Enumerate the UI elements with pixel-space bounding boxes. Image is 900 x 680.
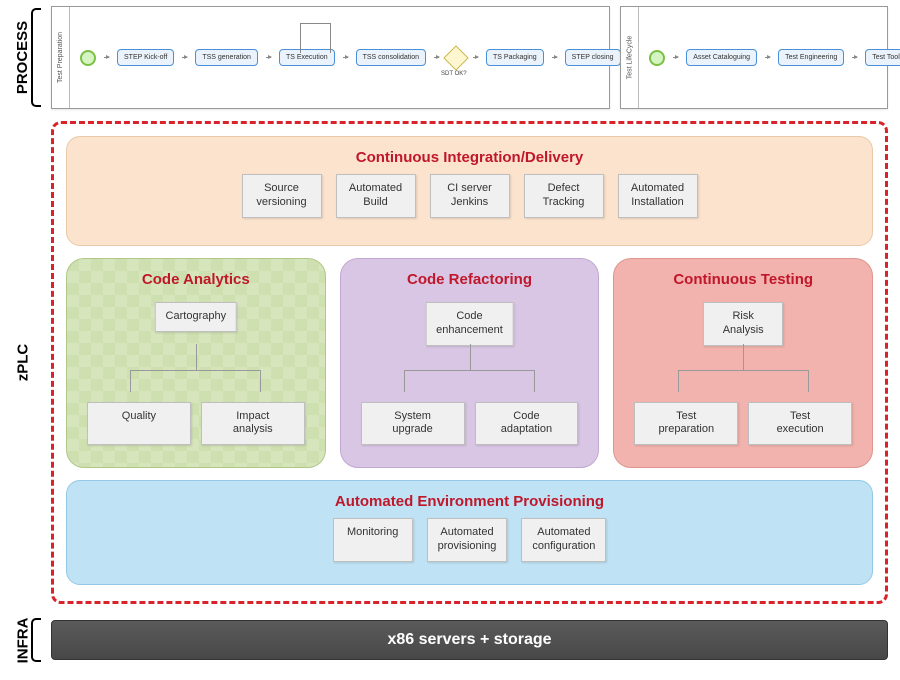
env-box-row: Monitoring Automatedprovisioning Automat…: [79, 518, 860, 562]
zplc-label: zPLC: [0, 115, 45, 610]
lane-label-text: Test LifeCycle: [626, 36, 633, 80]
ci-box: CI serverJenkins: [430, 174, 510, 218]
bracket-icon: [31, 8, 41, 107]
ci-panel: Continuous Integration/Delivery Sourceve…: [66, 136, 873, 246]
bpmn-task: Test Engineering: [778, 49, 844, 67]
lane-body: STEP Kick-off TSS generation TS Executio…: [70, 7, 609, 108]
process-label: PROCESS: [0, 0, 45, 115]
connector-icon: [808, 370, 809, 392]
bpmn-task: Asset Cataloguing: [686, 49, 757, 67]
zplc-content: Continuous Integration/Delivery Sourceve…: [45, 115, 900, 610]
ci-box-row: Sourceversioning AutomatedBuild CI serve…: [79, 174, 860, 218]
analytics-child-box: Quality: [87, 402, 191, 446]
analytics-children: Quality Impactanalysis: [79, 402, 313, 446]
connector-icon: [404, 370, 535, 371]
refactor-child-box: Codeadaptation: [475, 402, 579, 446]
testing-top-box: RiskAnalysis: [703, 302, 783, 346]
bpmn-diagram-side: Test LifeCycle Asset Cataloguing Test En…: [620, 6, 888, 109]
bpmn-task: TS Packaging: [486, 49, 544, 67]
refactor-panel: Code Refactoring Codeenhancement Systemu…: [340, 258, 600, 468]
process-content: Test Preparation STEP Kick-off TSS gener…: [45, 0, 900, 115]
bpmn-diagram-main: Test Preparation STEP Kick-off TSS gener…: [51, 6, 610, 109]
lane-label: Test Preparation: [52, 7, 70, 108]
bpmn-task: STEP Kick-off: [117, 49, 174, 67]
testing-child-box: Testexecution: [748, 402, 852, 446]
ci-box: Sourceversioning: [242, 174, 322, 218]
refactor-child-box: Systemupgrade: [361, 402, 465, 446]
connector-icon: [534, 370, 535, 392]
testing-panel: Continuous Testing RiskAnalysis Testprep…: [613, 258, 873, 468]
start-event-icon: [649, 50, 665, 66]
arrow-icon: [343, 57, 348, 58]
refactor-title: Code Refactoring: [353, 271, 587, 288]
bracket-icon: [31, 618, 41, 662]
process-row: PROCESS Test Preparation STEP Kick-off T…: [0, 0, 900, 115]
analytics-panel: Code Analytics Cartography Quality Impac…: [66, 258, 326, 468]
env-panel: Automated Environment Provisioning Monit…: [66, 480, 873, 585]
infra-label-text: INFRA: [14, 617, 31, 663]
testing-child-box: Testpreparation: [634, 402, 738, 446]
ci-box: DefectTracking: [524, 174, 604, 218]
lane-label: Test LifeCycle: [621, 7, 639, 108]
refactor-children: Systemupgrade Codeadaptation: [353, 402, 587, 446]
arrow-icon: [673, 57, 678, 58]
infra-label: INFRA: [0, 610, 45, 670]
infra-bar: x86 servers + storage: [51, 620, 888, 660]
bpmn-task: Test Tooling: [865, 49, 900, 67]
connector-icon: [743, 344, 744, 370]
lane-label-text: Test Preparation: [57, 32, 64, 83]
infra-content: x86 servers + storage: [45, 610, 900, 670]
ci-title: Continuous Integration/Delivery: [79, 149, 860, 166]
env-box: Automatedconfiguration: [521, 518, 606, 562]
bpmn-task: TS Execution: [279, 49, 335, 67]
testing-children: Testpreparation Testexecution: [626, 402, 860, 446]
loopback-arrow: [300, 23, 331, 24]
bpmn-task: STEP closing: [565, 49, 621, 67]
infra-row: INFRA x86 servers + storage: [0, 610, 900, 670]
connector-icon: [678, 370, 809, 371]
start-event-icon: [80, 50, 96, 66]
analytics-tree: Cartography Quality Impactanalysis: [79, 296, 313, 455]
arrow-icon: [104, 57, 109, 58]
refactor-tree: Codeenhancement Systemupgrade Codeadapta…: [353, 296, 587, 455]
testing-tree: RiskAnalysis Testpreparation Testexecuti…: [626, 296, 860, 455]
arrow-icon: [182, 57, 187, 58]
refactor-top-box: Codeenhancement: [425, 302, 514, 346]
env-box: Monitoring: [333, 518, 413, 562]
connector-icon: [130, 370, 261, 371]
connector-icon: [404, 370, 405, 392]
connector-icon: [196, 344, 197, 370]
arrow-icon: [266, 57, 271, 58]
ci-box: AutomatedInstallation: [618, 174, 698, 218]
gateway-icon: [443, 45, 468, 70]
mid-row: Code Analytics Cartography Quality Impac…: [66, 258, 873, 468]
arrow-icon: [552, 57, 557, 58]
gateway-label: SDT OK?: [441, 71, 467, 77]
ci-box: AutomatedBuild: [336, 174, 416, 218]
analytics-top-box: Cartography: [155, 302, 238, 332]
arrow-icon: [473, 57, 478, 58]
bpmn-task: TSS consolidation: [356, 49, 426, 67]
analytics-child-box: Impactanalysis: [201, 402, 305, 446]
arrow-icon: [434, 57, 439, 58]
process-label-text: PROCESS: [14, 21, 31, 94]
connector-icon: [130, 370, 131, 392]
gateway-wrap: SDT OK?: [447, 49, 465, 67]
lane-body: Asset Cataloguing Test Engineering Test …: [639, 7, 887, 108]
zplc-label-text: zPLC: [14, 344, 31, 382]
bpmn-task: TSS generation: [195, 49, 258, 67]
arrow-icon: [765, 57, 770, 58]
testing-title: Continuous Testing: [626, 271, 860, 288]
connector-icon: [470, 344, 471, 370]
zplc-row: zPLC Continuous Integration/Delivery Sou…: [0, 115, 900, 610]
env-title: Automated Environment Provisioning: [79, 493, 860, 510]
connector-icon: [260, 370, 261, 392]
env-box: Automatedprovisioning: [427, 518, 508, 562]
zplc-border: Continuous Integration/Delivery Sourceve…: [51, 121, 888, 604]
arrow-icon: [852, 57, 857, 58]
connector-icon: [678, 370, 679, 392]
bpmn-container: Test Preparation STEP Kick-off TSS gener…: [51, 6, 888, 109]
analytics-title: Code Analytics: [79, 271, 313, 288]
